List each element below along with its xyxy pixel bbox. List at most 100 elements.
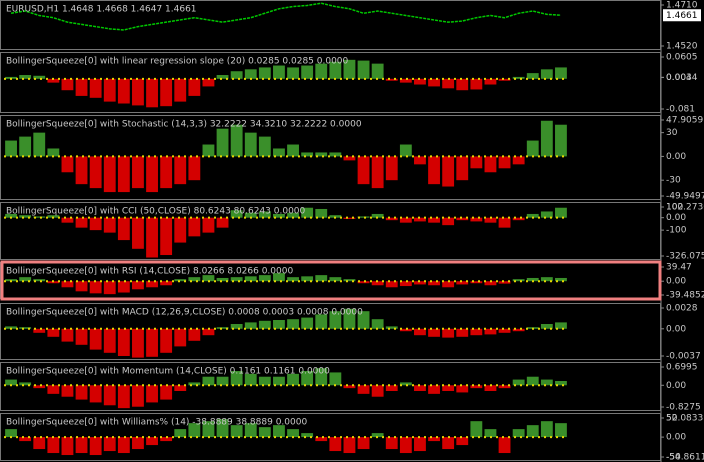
histogram-bar xyxy=(540,421,553,438)
histogram-bar xyxy=(329,61,342,79)
histogram-bar xyxy=(399,437,412,454)
histogram-bar xyxy=(428,437,440,442)
histogram-bar xyxy=(188,423,201,438)
histogram-bar xyxy=(273,65,285,79)
histogram-bar xyxy=(357,281,370,284)
histogram-bar xyxy=(188,328,201,341)
histogram-bar xyxy=(244,373,257,386)
histogram-bar xyxy=(399,78,412,83)
histogram-bar xyxy=(258,136,271,157)
y-tick-label: 1.4710 xyxy=(666,1,698,11)
histogram-bar xyxy=(301,65,314,79)
histogram-bar xyxy=(5,140,17,157)
histogram-bar xyxy=(540,324,553,329)
histogram-bar xyxy=(357,60,370,79)
histogram-bar xyxy=(75,281,88,292)
histogram-bar xyxy=(89,437,102,456)
histogram-bar xyxy=(385,78,398,81)
histogram-bar xyxy=(202,421,215,438)
histogram-bar xyxy=(188,217,201,237)
histogram-bar xyxy=(555,67,567,79)
histogram-bar xyxy=(132,217,144,249)
histogram-bar xyxy=(47,437,60,454)
histogram-bar xyxy=(287,212,299,218)
histogram-bar xyxy=(343,279,356,282)
histogram-bar xyxy=(75,328,88,345)
histogram-bar xyxy=(103,437,116,452)
histogram-bar xyxy=(160,78,173,107)
histogram-bar xyxy=(371,213,384,218)
histogram-bar xyxy=(258,427,271,438)
histogram-bar xyxy=(343,308,356,329)
histogram-bar xyxy=(442,78,455,89)
histogram-bar xyxy=(470,217,483,222)
histogram-bar xyxy=(343,156,356,161)
histogram-bar xyxy=(188,277,201,282)
histogram-bar xyxy=(132,437,144,450)
histogram-bar xyxy=(216,217,229,228)
histogram-bar xyxy=(47,215,60,218)
histogram-bar xyxy=(47,148,60,157)
histogram-bar xyxy=(89,156,102,189)
y-tick-label: 0.00 xyxy=(666,277,686,287)
histogram-bar xyxy=(89,217,102,231)
histogram-bar xyxy=(385,326,398,329)
histogram-bar xyxy=(329,311,342,329)
histogram-bar xyxy=(442,437,455,450)
y-tick-label: 52.0833 xyxy=(666,414,703,424)
histogram-bar xyxy=(456,217,469,221)
histogram-bar xyxy=(456,281,469,285)
histogram-bar xyxy=(484,385,497,391)
histogram-bar xyxy=(371,281,384,286)
y-tick-label: 47.9059 xyxy=(666,116,703,126)
histogram-bar xyxy=(343,59,356,79)
histogram-bar xyxy=(287,319,299,329)
histogram-bar xyxy=(61,385,74,397)
histogram-bar xyxy=(540,379,553,386)
histogram-bar xyxy=(512,156,525,165)
histogram-bar xyxy=(526,140,539,157)
histogram-bar xyxy=(258,376,271,386)
histogram-bar xyxy=(103,217,116,233)
y-tick-label: -0.8275 xyxy=(666,403,701,413)
histogram-bar xyxy=(117,328,130,356)
histogram-bar xyxy=(132,156,144,189)
histogram-bar xyxy=(273,148,285,157)
histogram-bar xyxy=(442,156,455,187)
histogram-bar xyxy=(19,215,32,218)
histogram-bar xyxy=(512,379,525,386)
histogram-bar xyxy=(357,311,370,329)
histogram-bar xyxy=(555,423,567,438)
histogram-bar xyxy=(385,217,398,221)
histogram-bar xyxy=(399,217,412,223)
histogram-bar xyxy=(357,385,370,394)
histogram-bar xyxy=(89,281,102,294)
histogram-bar xyxy=(146,281,158,288)
pane-title: BollingerSqueeze[0] with MACD (12,26,9,C… xyxy=(6,308,363,318)
histogram-bar xyxy=(33,216,46,218)
histogram-bar xyxy=(301,152,314,157)
pane-border xyxy=(0,362,661,411)
histogram-bar xyxy=(329,277,342,282)
histogram-bar xyxy=(540,277,553,282)
histogram-bar xyxy=(5,379,17,386)
histogram-bar xyxy=(174,279,187,282)
histogram-bar xyxy=(230,124,243,157)
histogram-bar xyxy=(132,328,144,358)
histogram-bar xyxy=(315,152,328,157)
histogram-bar xyxy=(498,385,511,389)
histogram-bar xyxy=(442,385,455,391)
histogram-bar xyxy=(484,429,497,438)
histogram-bar xyxy=(456,437,469,446)
histogram-bar xyxy=(357,216,370,218)
histogram-bar xyxy=(258,67,271,79)
histogram-bar xyxy=(301,433,314,438)
histogram-bar xyxy=(160,217,173,256)
histogram-bar xyxy=(484,156,497,173)
y-tick-label: 50 xyxy=(666,414,678,424)
histogram-bar xyxy=(61,281,74,288)
y-tick-label: 0.6995 xyxy=(666,363,698,373)
y-tick-label: 0.00 xyxy=(666,433,686,443)
histogram-bar xyxy=(470,156,483,169)
